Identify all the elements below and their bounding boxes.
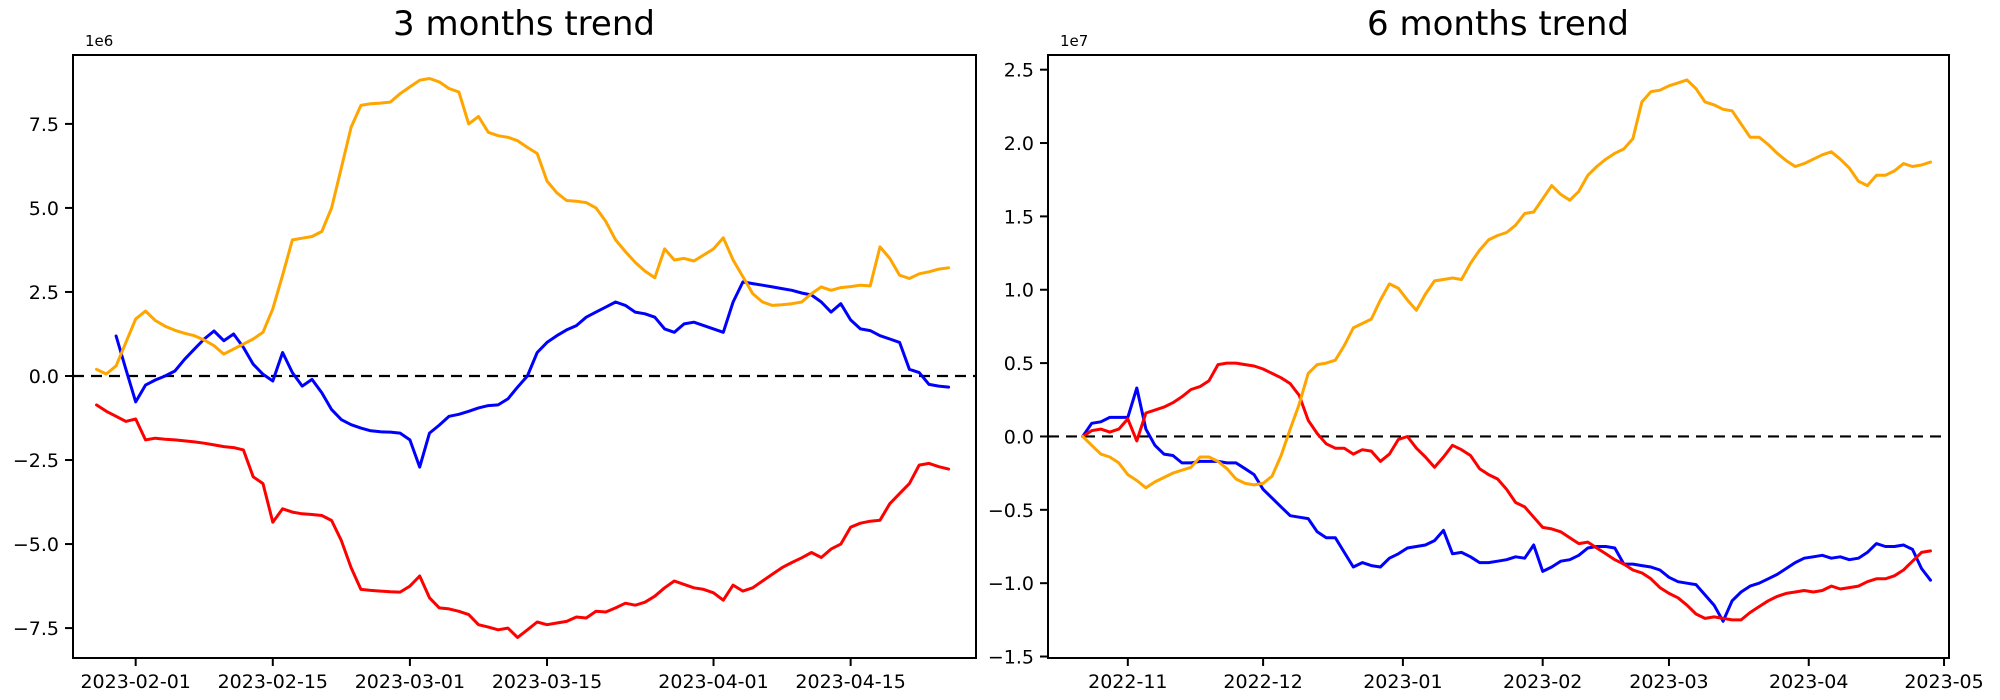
- axes-frame: [1047, 54, 1950, 659]
- y-tick-label: 5.0: [29, 198, 59, 220]
- x-tick-label: 2022-11: [1088, 671, 1167, 693]
- y-tick-label: −1.0: [988, 573, 1034, 595]
- x-tick-label: 2023-02: [1503, 671, 1582, 693]
- x-tick-label: 2023-05: [1904, 671, 1983, 693]
- y-tick-label: 0.5: [1004, 353, 1034, 375]
- series-line-red: [95, 403, 951, 639]
- x-tick-label: 2023-04-15: [795, 671, 905, 693]
- y-axis-scale-label: 1e7: [1060, 32, 1088, 50]
- x-tick-label: 2023-01: [1363, 671, 1442, 693]
- x-tick-label: 2023-03-15: [492, 671, 602, 693]
- y-tick-label: 7.5: [29, 114, 59, 136]
- axes-frame: [72, 54, 977, 659]
- x-tick-label: 2022-12: [1223, 671, 1302, 693]
- y-tick-label: 1.0: [1004, 280, 1034, 302]
- y-tick-label: 2.5: [29, 282, 59, 304]
- y-tick-label: −0.5: [988, 500, 1034, 522]
- x-tick-label: 2023-02-15: [218, 671, 328, 693]
- y-tick-label: −1.5: [988, 647, 1034, 669]
- chart-title-3-months-trend: 3 months trend: [393, 4, 655, 44]
- chart-title-6-months-trend: 6 months trend: [1367, 4, 1629, 44]
- y-tick-label: 0.0: [1004, 426, 1034, 448]
- x-tick-label: 2023-03: [1629, 671, 1708, 693]
- x-tick-label: 2023-03-01: [355, 671, 465, 693]
- y-tick-label: 2.5: [1004, 60, 1034, 82]
- y-tick-label: 2.0: [1004, 133, 1034, 155]
- series-line-blue: [114, 280, 951, 469]
- y-tick-label: −2.5: [13, 450, 59, 472]
- y-tick-label: 0.0: [29, 366, 59, 388]
- series-line-orange: [1081, 78, 1932, 490]
- x-tick-label: 2023-04-01: [658, 671, 768, 693]
- y-tick-label: −7.5: [13, 618, 59, 640]
- y-tick-label: −5.0: [13, 534, 59, 556]
- series-line-red: [1081, 361, 1932, 622]
- x-tick-label: 2023-02-01: [80, 671, 190, 693]
- series-line-orange: [95, 77, 951, 376]
- y-tick-label: 1.5: [1004, 206, 1034, 228]
- x-tick-label: 2023-04: [1769, 671, 1848, 693]
- y-axis-scale-label: 1e6: [85, 32, 113, 50]
- series-line-blue: [1081, 386, 1932, 623]
